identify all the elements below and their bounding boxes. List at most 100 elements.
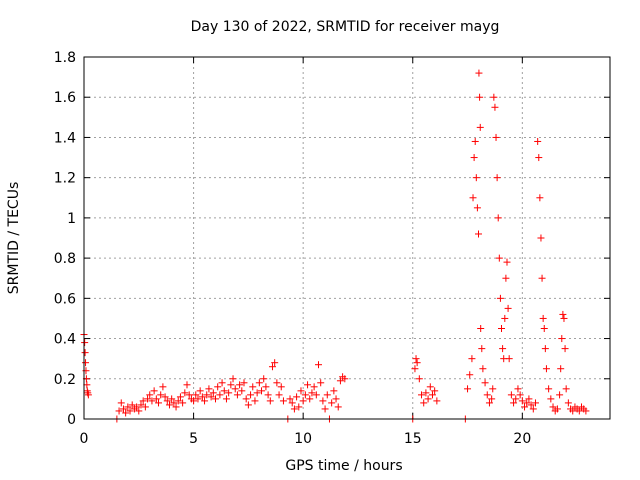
data-point	[529, 405, 537, 413]
data-point	[207, 393, 215, 401]
data-point	[541, 345, 549, 353]
data-point	[135, 407, 143, 415]
data-point	[209, 389, 217, 397]
data-point	[286, 395, 294, 403]
data-point	[227, 381, 235, 389]
x-tick-label: 5	[189, 431, 198, 447]
y-tick-label: 0.6	[54, 291, 76, 307]
data-point	[334, 403, 342, 411]
data-point	[183, 381, 191, 389]
data-point	[174, 397, 182, 405]
data-point	[192, 391, 200, 399]
data-point	[328, 399, 336, 407]
data-point	[268, 363, 276, 371]
y-axis-label: SRMTID / TECUs	[6, 182, 22, 295]
data-point	[148, 397, 156, 405]
data-point	[468, 355, 476, 363]
data-point	[128, 401, 136, 409]
data-point	[321, 405, 329, 413]
data-point	[137, 401, 145, 409]
data-point	[255, 379, 263, 387]
data-point	[244, 401, 252, 409]
data-point	[253, 389, 261, 397]
data-point	[172, 403, 180, 411]
x-tick-label: 15	[404, 431, 422, 447]
data-point	[273, 379, 281, 387]
data-point	[501, 314, 509, 322]
data-point	[144, 395, 152, 403]
data-point	[464, 385, 472, 393]
data-point	[170, 399, 178, 407]
data-point	[549, 403, 557, 411]
data-point	[198, 393, 206, 401]
data-point	[84, 391, 92, 399]
data-point	[494, 214, 502, 222]
data-point	[159, 383, 167, 391]
data-point	[212, 395, 219, 403]
data-point	[323, 391, 331, 399]
data-point	[542, 365, 550, 373]
data-point	[81, 339, 89, 347]
data-point	[557, 365, 565, 373]
data-point	[485, 399, 493, 407]
data-point	[275, 391, 283, 399]
y-tick-label: 1.2	[54, 171, 76, 187]
data-point	[301, 391, 309, 399]
data-point	[220, 387, 228, 395]
data-point	[475, 69, 483, 77]
data-point	[534, 137, 542, 145]
data-point	[539, 314, 547, 322]
data-point	[525, 395, 533, 403]
data-point	[218, 379, 226, 387]
data-point	[258, 387, 266, 395]
data-point	[336, 377, 344, 385]
data-point	[201, 397, 209, 405]
data-point	[478, 345, 486, 353]
data-point	[315, 361, 323, 369]
data-point	[341, 375, 349, 383]
data-point	[523, 399, 531, 407]
data-point	[163, 397, 171, 405]
y-tick-label: 0.8	[54, 251, 76, 267]
data-point	[469, 194, 477, 202]
data-point	[306, 395, 314, 403]
x-tick-label: 20	[513, 431, 531, 447]
data-point	[216, 391, 224, 399]
data-point	[82, 359, 90, 367]
data-point	[553, 405, 561, 413]
data-point	[271, 359, 279, 367]
data-point	[489, 385, 497, 393]
data-point	[538, 274, 546, 282]
data-point	[415, 375, 423, 383]
data-point	[203, 391, 211, 399]
data-point	[411, 365, 419, 373]
data-point	[194, 395, 202, 403]
data-point	[556, 391, 564, 399]
data-point	[495, 254, 503, 262]
data-point	[536, 194, 544, 202]
data-point	[537, 234, 545, 242]
data-point	[308, 389, 316, 397]
y-tick-label: 1	[67, 211, 76, 227]
y-tick-label: 0.2	[54, 372, 76, 388]
data-point	[161, 393, 169, 401]
data-point	[176, 393, 184, 401]
data-point	[498, 325, 506, 332]
data-point	[562, 385, 570, 393]
data-point	[502, 274, 510, 282]
data-point	[122, 409, 130, 417]
data-point	[205, 385, 213, 393]
data-point	[564, 399, 572, 407]
data-point	[214, 383, 222, 391]
data-point	[312, 391, 320, 399]
data-point	[152, 395, 160, 403]
data-point	[299, 397, 307, 405]
data-point	[81, 349, 89, 357]
data-point	[146, 391, 154, 399]
data-point	[139, 397, 147, 405]
data-point	[466, 371, 474, 379]
x-tick-label: 0	[80, 431, 89, 447]
data-point	[185, 391, 193, 399]
grid	[83, 56, 610, 420]
data-point	[476, 123, 484, 131]
